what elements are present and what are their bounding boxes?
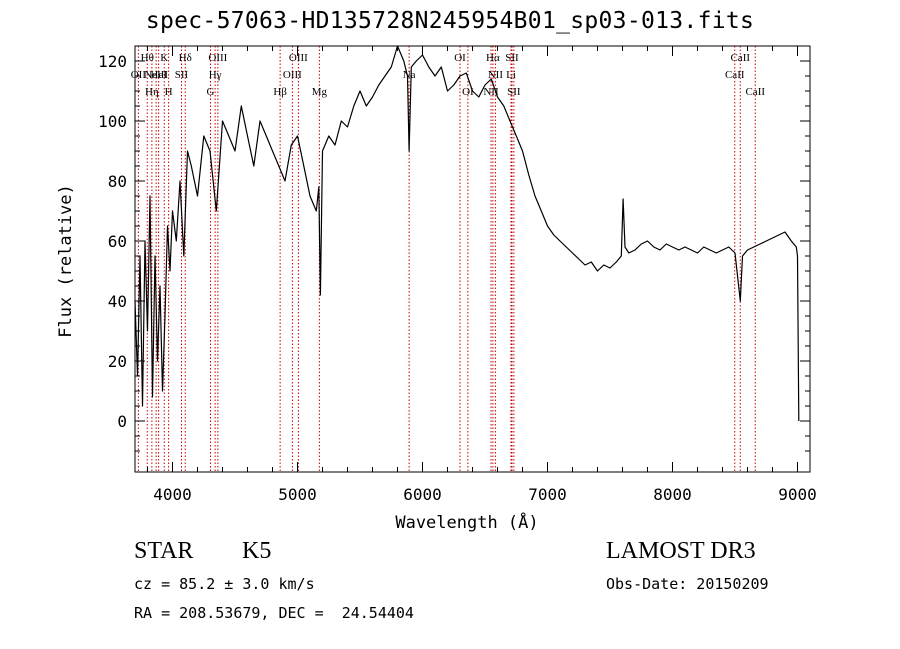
tick-label-layer: 4000 5000 6000 7000 8000 9000 0 20 40 60 80 100 120 — [98, 52, 817, 504]
line-marker-label-22: Li — [506, 69, 516, 81]
redshift-info: cz = 85.2 ± 3.0 km/s — [134, 575, 315, 593]
line-marker-label-11: OIII — [208, 52, 227, 64]
spectrum-series-0 — [134, 45, 800, 422]
plot-frame — [134, 45, 811, 473]
line-marker-label-14: OIII — [289, 52, 308, 64]
y-tick-label-4: 80 — [108, 172, 127, 191]
line-marker-label-2: Hη — [145, 86, 159, 98]
y-tick-label-3: 60 — [108, 232, 127, 251]
line-marker-label-23: SII — [505, 52, 519, 64]
line-marker-label-5: K — [160, 52, 168, 64]
line-marker-label-13: OIII — [283, 69, 302, 81]
line-marker-label-27: CaII — [745, 86, 765, 98]
y-tick-label-2: 40 — [108, 292, 127, 311]
line-marker-label-16: Na — [403, 69, 416, 81]
axes-layer — [134, 45, 811, 473]
x-tick-label-3: 7000 — [528, 485, 567, 504]
x-tick-label-2: 6000 — [403, 485, 442, 504]
line-marker-label-4: HeI — [150, 69, 167, 81]
object-subclass: K5 — [242, 538, 272, 564]
line-marker-label-17: OI — [454, 52, 466, 64]
spectrum-layer — [134, 45, 800, 422]
x-tick-label-1: 5000 — [278, 485, 317, 504]
y-tick-label-0: 0 — [117, 412, 127, 431]
y-tick-label-1: 20 — [108, 352, 127, 371]
line-marker-layer — [137, 46, 756, 472]
obs-date: Obs-Date: 20150209 — [606, 575, 769, 593]
x-tick-label-5: 9000 — [778, 485, 817, 504]
line-marker-label-24: SII — [507, 86, 521, 98]
line-marker-label-18: OI — [462, 86, 474, 98]
coordinates: RA = 208.53679, DEC = 24.54404 — [134, 604, 414, 622]
x-tick-label-0: 4000 — [153, 485, 192, 504]
line-marker-label-8: Hδ — [179, 52, 192, 64]
y-axis-label: Flux (relative) — [56, 184, 76, 338]
line-marker-label-21: NII — [488, 69, 504, 81]
x-tick-label-4: 8000 — [653, 485, 692, 504]
line-marker-label-10: Hγ — [209, 69, 222, 81]
line-marker-label-0: OII — [131, 69, 147, 81]
object-class: STAR — [134, 538, 194, 564]
line-marker-label-1: Hθ — [141, 52, 154, 64]
line-marker-label-6: H — [165, 86, 173, 98]
survey-name: LAMOST DR3 — [606, 538, 756, 564]
line-marker-label-20: Hα — [486, 52, 500, 64]
line-marker-label-12: Hβ — [273, 86, 287, 98]
line-marker-label-9: G — [207, 86, 215, 98]
x-axis-label: Wavelength (Å) — [395, 511, 538, 533]
line-marker-label-7: SII — [175, 69, 189, 81]
line-marker-label-19: NII — [483, 86, 499, 98]
marker-label-layer: OIIHθHηNeIIIHeIKHSIIHδGHγOIIIHβOIIIOIIIM… — [131, 52, 766, 98]
line-marker-label-26: CaII — [730, 52, 750, 64]
line-marker-label-15: Mg — [312, 86, 328, 98]
chart-title: spec-57063-HD135728N245954B01_sp03-013.f… — [145, 8, 755, 34]
y-tick-label-5: 100 — [98, 112, 127, 131]
line-marker-label-25: CaII — [725, 69, 745, 81]
y-tick-label-6: 120 — [98, 52, 127, 71]
line-marker-label-3: NeIII — [144, 69, 168, 81]
